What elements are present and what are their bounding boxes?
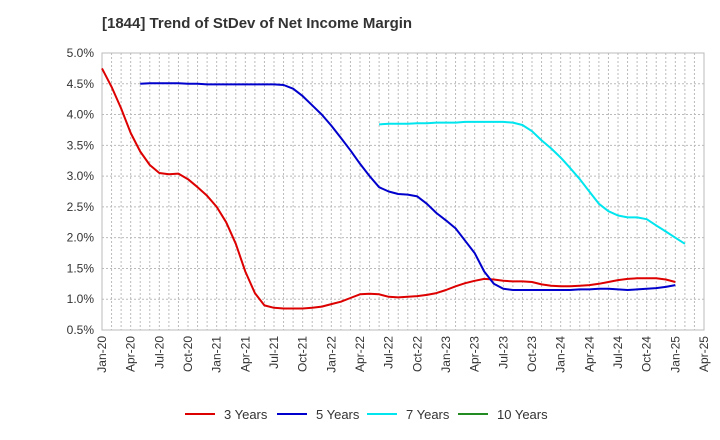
plot-area-frame (101, 52, 705, 331)
x-tick-label: Jul-20 (152, 336, 166, 369)
y-tick-label: 0.5% (67, 323, 95, 337)
series-line-3-years (101, 67, 676, 310)
x-tick-label: Oct-21 (296, 336, 310, 372)
y-tick-label: 1.5% (67, 261, 95, 275)
x-tick-label: Apr-24 (582, 336, 596, 372)
y-tick-label: 3.5% (67, 138, 95, 152)
y-axis-ticks: 0.5% 1.0% 1.5% 2.0% 2.5% 3.0% 3.5% 4.0% 4.5% 5.0% (67, 46, 95, 337)
x-tick-label: Apr-22 (353, 336, 367, 372)
x-tick-label: Jul-24 (611, 336, 625, 369)
x-tick-label: Jan-20 (95, 336, 109, 373)
series-line-5-years (140, 82, 676, 291)
x-tick-label: Apr-23 (468, 336, 482, 372)
x-tick-label: Oct-20 (181, 336, 195, 372)
x-tick-label: Oct-24 (640, 336, 654, 372)
x-tick-label: Jan-21 (210, 336, 224, 373)
x-tick-label: Apr-21 (238, 336, 252, 372)
x-tick-label: Jan-24 (554, 336, 568, 373)
y-tick-label: 3.0% (67, 169, 95, 183)
x-tick-label: Oct-22 (410, 336, 424, 372)
y-tick-label: 2.5% (67, 200, 95, 214)
x-tick-label: Jul-21 (267, 336, 281, 369)
x-tick-label: Oct-23 (525, 336, 539, 372)
x-tick-label: Jul-23 (496, 336, 510, 369)
legend: 3 Years 5 Years 7 Years 10 Years (185, 407, 548, 422)
y-tick-label: 5.0% (67, 46, 95, 60)
x-tick-label: Jan-22 (324, 336, 338, 373)
y-tick-label: 2.0% (67, 231, 95, 245)
x-tick-label: Apr-20 (124, 336, 138, 372)
series-line-7-years (379, 120, 686, 245)
legend-label: 3 Years (224, 407, 268, 422)
y-tick-label: 1.0% (67, 292, 95, 306)
x-tick-label: Jan-25 (668, 336, 682, 373)
x-tick-label: Apr-25 (697, 336, 711, 372)
x-tick-label: Jan-23 (439, 336, 453, 373)
series-lines (101, 67, 686, 310)
legend-label: 5 Years (316, 407, 360, 422)
y-tick-label: 4.5% (67, 77, 95, 91)
legend-label: 7 Years (406, 407, 450, 422)
legend-label: 10 Years (497, 407, 548, 422)
x-tick-label: Jul-22 (382, 336, 396, 369)
x-axis-ticks: Jan-20 Apr-20 Jul-20 Oct-20 Jan-21 Apr-21 Jul-… (95, 336, 711, 373)
chart-title: [1844] Trend of StDev of Net Income Marg… (102, 15, 412, 32)
y-tick-label: 4.0% (67, 108, 95, 122)
